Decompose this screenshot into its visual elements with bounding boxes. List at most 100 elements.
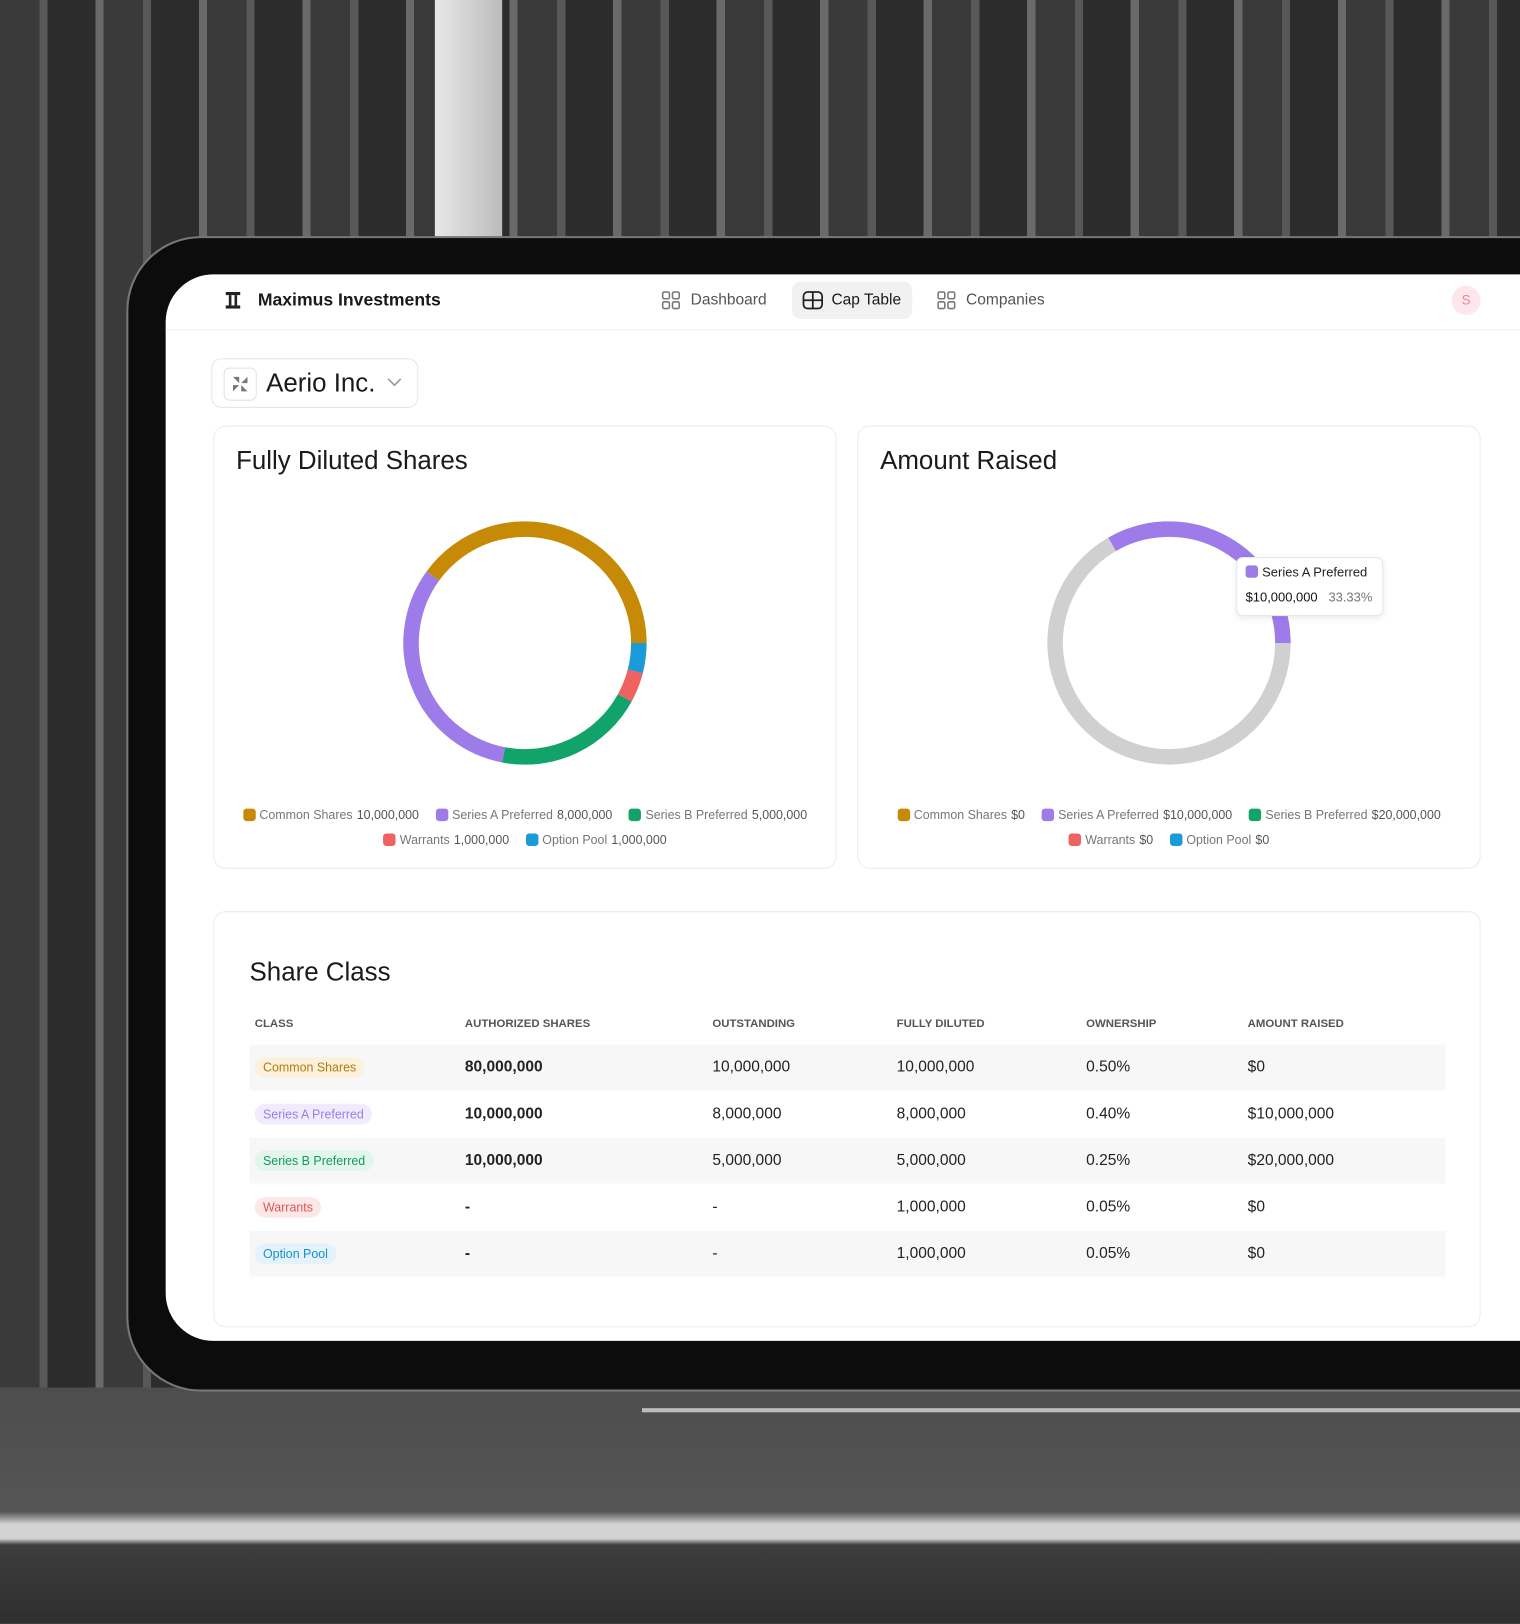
legend-value: $10,000,000: [1163, 807, 1233, 823]
column-header: OWNERSHIP: [1086, 1017, 1157, 1031]
column-header: AUTHORIZED SHARES: [464, 1017, 591, 1031]
legend-swatch: [628, 808, 642, 822]
legend-item: Series B Preferred $20,000,000: [1248, 807, 1441, 823]
user-avatar[interactable]: S: [1451, 285, 1481, 315]
table-cell: 80,000,000: [464, 1058, 543, 1076]
donut-segment: [617, 669, 643, 702]
legend-item: Option Pool $0: [1169, 832, 1270, 847]
table-cell: 0.40%: [1086, 1104, 1131, 1123]
road-marking: [641, 1408, 1520, 1413]
class-badge: Series B Preferred: [254, 1150, 374, 1172]
donut-segment: [426, 521, 647, 644]
donut-chart: [403, 521, 647, 765]
donut-chart: [1047, 521, 1291, 765]
table-cell: 5,000,000: [712, 1151, 782, 1169]
donut-segment: [403, 571, 506, 763]
table-cell: $0: [1247, 1244, 1265, 1263]
legend-swatch: [1169, 833, 1183, 846]
chart-card: Amount Raised Common Shares $0 Series A Pr…: [857, 425, 1481, 869]
legend-value: 5,000,000: [751, 807, 808, 823]
company-logo: [223, 367, 257, 401]
legend-value: $0: [1139, 832, 1154, 847]
company-name[interactable]: Aerio Inc.: [266, 368, 376, 398]
tooltip-name: Series A Preferred: [1262, 565, 1368, 580]
legend-item: Warrants $0: [1068, 832, 1154, 847]
tooltip-swatch: [1245, 565, 1259, 578]
legend-label: Series B Preferred: [645, 807, 748, 823]
table-cell: 0.05%: [1086, 1244, 1131, 1263]
table-cell: 5,000,000: [896, 1151, 966, 1169]
legend-label: Series B Preferred: [1265, 807, 1368, 823]
table-cell: 10,000,000: [464, 1104, 543, 1123]
legend-swatch: [242, 808, 256, 822]
table-cell: 10,000,000: [896, 1058, 975, 1076]
column-header: AMOUNT RAISED: [1247, 1017, 1344, 1031]
class-badge: Option Pool: [254, 1243, 337, 1265]
legend-label: Series A Preferred: [452, 807, 553, 823]
table-cell: $0: [1247, 1058, 1265, 1076]
legend-value: $0: [1255, 832, 1270, 847]
table-cell: 1,000,000: [896, 1197, 966, 1216]
legend-swatch: [383, 833, 396, 846]
legend-item: Option Pool 1,000,000: [525, 832, 667, 847]
legend-swatch: [1068, 833, 1082, 846]
table-cell: 0.05%: [1086, 1197, 1131, 1216]
legend-label: Warrants: [399, 832, 450, 847]
nav-link[interactable]: Dashboard: [690, 290, 767, 309]
legend-label: Common Shares: [913, 807, 1007, 823]
company-selector[interactable]: [211, 358, 419, 408]
donut-segment: [1047, 537, 1291, 765]
legend-item: Common Shares 10,000,000: [242, 807, 419, 823]
legend-item: Warrants 1,000,000: [383, 832, 510, 847]
legend: Common Shares 10,000,000 Series A Preferre…: [225, 808, 826, 847]
background-building: [434, 0, 503, 239]
donut-segment: [627, 642, 647, 674]
legend-swatch: [1041, 808, 1054, 822]
table-cell: 0.25%: [1086, 1151, 1131, 1169]
chart-title: Amount Raised: [880, 446, 1058, 476]
legend-value: 10,000,000: [356, 807, 419, 823]
table-cell: 0.50%: [1086, 1058, 1131, 1076]
tooltip: Series A Preferred $10,000,000 33.33%: [1236, 557, 1384, 617]
nav-link[interactable]: Companies: [966, 290, 1045, 309]
row-stripe: [249, 1137, 1446, 1184]
legend-swatch: [897, 808, 910, 822]
tooltip-percent: 33.33%: [1328, 590, 1373, 605]
table-cell: 8,000,000: [896, 1104, 966, 1123]
brand-name: Maximus Investments: [257, 289, 441, 310]
column-header: OUTSTANDING: [712, 1017, 796, 1031]
legend-swatch: [525, 833, 539, 846]
chart-card: Fully Diluted Shares Common Shares 10,000…: [213, 425, 837, 869]
row-stripe: [249, 1044, 1446, 1091]
legend-item: Series A Preferred 8,000,000: [435, 807, 613, 823]
chevron-icon: [387, 378, 402, 387]
legend-value: $0: [1011, 807, 1025, 823]
table-cell: 8,000,000: [712, 1104, 782, 1123]
nav-icon: [661, 291, 681, 310]
table-cell: 1,000,000: [896, 1244, 966, 1263]
legend-value: 1,000,000: [611, 832, 667, 847]
table-cell: $10,000,000: [1247, 1104, 1335, 1123]
legend-label: Series A Preferred: [1058, 807, 1159, 823]
chart-title: Fully Diluted Shares: [236, 446, 468, 476]
legend-value: $20,000,000: [1371, 807, 1441, 823]
legend-item: Common Shares $0: [897, 808, 1025, 822]
legend-value: 8,000,000: [557, 807, 613, 823]
class-badge: Common Shares: [254, 1057, 365, 1078]
column-header: FULLY DILUTED: [896, 1017, 985, 1031]
legend-value: 1,000,000: [453, 832, 510, 847]
table-cell: 10,000,000: [464, 1151, 543, 1169]
nav-link-active[interactable]: Cap Table: [831, 290, 902, 309]
table-card: Share Class CLASS AUTHORIZED SHARES OUTSTA…: [213, 911, 1481, 1328]
legend-swatch: [1248, 808, 1262, 822]
brand-icon: [225, 291, 241, 309]
tooltip-value: $10,000,000: [1245, 590, 1318, 605]
class-badge: Warrants: [254, 1196, 322, 1218]
column-header: CLASS: [254, 1017, 294, 1031]
table-cell: $0: [1247, 1197, 1265, 1216]
table-cell: -: [712, 1244, 718, 1263]
header-divider: [165, 329, 1520, 331]
donut-segment: [502, 693, 632, 765]
table-cell: -: [464, 1244, 471, 1263]
